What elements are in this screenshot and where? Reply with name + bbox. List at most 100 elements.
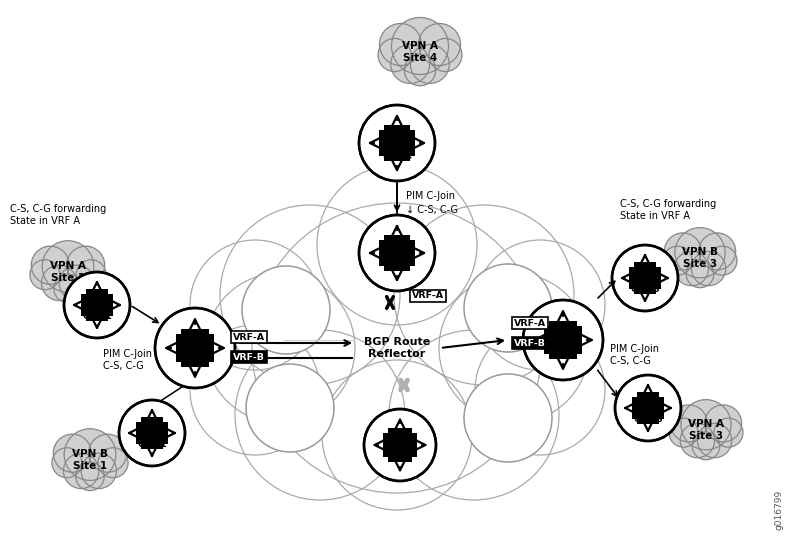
FancyBboxPatch shape [634,262,657,294]
FancyBboxPatch shape [81,294,113,316]
Circle shape [322,360,472,510]
Text: VRF-A: VRF-A [233,332,265,342]
FancyBboxPatch shape [384,235,410,271]
Circle shape [205,273,355,423]
Circle shape [523,300,603,380]
Circle shape [81,453,117,489]
Circle shape [699,233,736,270]
Text: PE-1: PE-1 [184,357,206,367]
Circle shape [612,245,678,311]
Circle shape [220,205,400,385]
Text: PE-2: PE-2 [552,349,574,358]
Text: VPN B
Site 1: VPN B Site 1 [72,449,108,471]
Text: PIM C-Join
C-S, C-G: PIM C-Join C-S, C-G [103,349,152,371]
FancyBboxPatch shape [379,240,416,266]
Circle shape [705,405,741,442]
FancyBboxPatch shape [632,397,664,419]
Circle shape [439,273,589,423]
Circle shape [89,434,127,472]
FancyBboxPatch shape [384,125,410,161]
Circle shape [691,251,726,286]
Circle shape [680,423,714,458]
FancyBboxPatch shape [176,335,214,362]
Text: VPN A
Site 3: VPN A Site 3 [688,419,724,441]
FancyBboxPatch shape [629,267,661,289]
Circle shape [391,45,430,83]
Text: VPN A
Site 1: VPN A Site 1 [50,261,86,283]
Circle shape [378,39,411,71]
FancyBboxPatch shape [550,321,577,359]
Circle shape [30,260,59,290]
Text: C-S, C-G forwarding
State in VRF A: C-S, C-G forwarding State in VRF A [620,199,716,221]
Text: VPN A
Site 4: VPN A Site 4 [402,41,438,63]
Text: PE-3: PE-3 [389,453,412,462]
Text: VPN B
Site 3: VPN B Site 3 [682,247,718,269]
Text: CE-B1: CE-B1 [137,440,167,449]
Circle shape [669,418,698,447]
Circle shape [665,233,701,270]
Circle shape [359,105,435,181]
FancyBboxPatch shape [544,326,582,354]
Circle shape [190,240,320,370]
Circle shape [359,215,435,291]
Circle shape [54,274,82,302]
Circle shape [67,246,105,284]
Circle shape [63,453,99,489]
Circle shape [235,330,405,500]
Circle shape [674,251,709,286]
Text: VRF-A: VRF-A [514,318,546,327]
Circle shape [64,272,130,338]
FancyBboxPatch shape [379,130,416,156]
Circle shape [41,265,77,300]
Circle shape [75,462,105,491]
Text: PE-4: PE-4 [385,262,408,271]
FancyBboxPatch shape [136,422,168,444]
Circle shape [692,432,720,460]
Circle shape [410,45,450,83]
Circle shape [76,260,106,290]
Circle shape [419,23,461,65]
Circle shape [317,165,477,325]
Circle shape [392,17,449,75]
Text: VRF-B: VRF-B [514,338,546,348]
FancyBboxPatch shape [141,417,163,449]
FancyBboxPatch shape [182,329,209,367]
Text: CE-A4: CE-A4 [382,152,412,161]
Text: CE-A3: CE-A3 [633,415,663,424]
Circle shape [475,325,605,455]
Circle shape [246,364,334,452]
Circle shape [42,240,94,293]
Circle shape [380,23,422,65]
Circle shape [31,246,69,284]
Circle shape [681,400,731,450]
Text: VRF-A: VRF-A [412,292,444,300]
Circle shape [475,240,605,370]
FancyBboxPatch shape [637,392,659,424]
FancyBboxPatch shape [86,289,108,321]
Text: PIM C-Join: PIM C-Join [406,191,455,201]
Text: g016799: g016799 [774,490,783,530]
Circle shape [53,434,91,472]
Circle shape [464,264,552,352]
Circle shape [394,205,574,385]
Circle shape [675,227,725,278]
FancyBboxPatch shape [383,433,417,458]
Circle shape [708,246,737,275]
Text: PIM C-Join
C-S, C-G: PIM C-Join C-S, C-G [610,344,659,366]
Circle shape [429,39,462,71]
Circle shape [64,429,116,480]
FancyBboxPatch shape [388,428,412,462]
Circle shape [697,423,732,458]
Circle shape [464,374,552,462]
Circle shape [670,405,707,442]
Circle shape [686,260,714,288]
Text: ↓ C-S, C-G: ↓ C-S, C-G [406,205,458,215]
Circle shape [615,375,681,441]
Circle shape [714,418,743,447]
Text: VRF-B: VRF-B [233,353,265,362]
Text: C-S, C-G forwarding
State in VRF A: C-S, C-G forwarding State in VRF A [10,204,106,226]
Text: CE-A1: CE-A1 [82,312,112,321]
Text: CE-B3: CE-B3 [630,285,660,294]
Circle shape [663,246,692,275]
Circle shape [364,409,436,481]
